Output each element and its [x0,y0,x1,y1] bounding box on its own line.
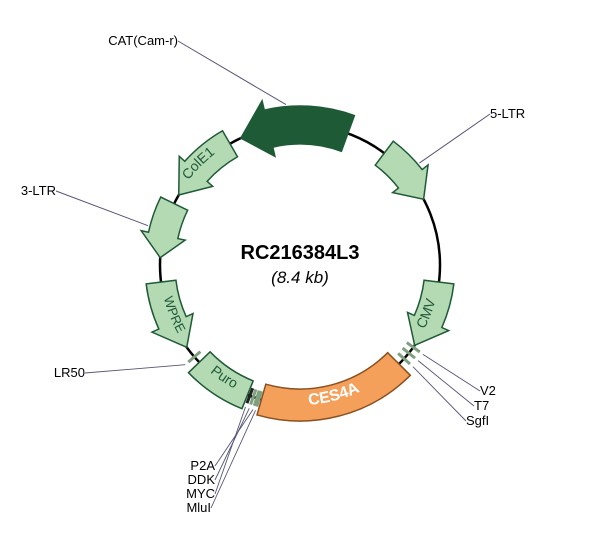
tick-label-sgfI: SgfI [466,413,489,428]
feature-label-cat: CAT(Cam-r) [108,33,178,48]
leader-cat [178,41,286,105]
plasmid-map: CMVCES4APuroWPREColE15-LTR3-LTRCAT(Cam-r… [0,0,600,535]
tick-label-lr50: LR50 [54,365,85,380]
tick-label-myc: MYC [186,486,215,501]
leader-5ltr [419,114,490,163]
plasmid-name: RC216384L3 [241,242,360,264]
tick-leader-mluI [211,410,256,508]
plasmid-size: (8.4 kb) [271,268,329,287]
tick-leader-sgfI [413,367,466,421]
feature-label-5ltr: 5-LTR [490,106,525,121]
feature-5ltr [375,141,428,199]
tick-label-mluI: MluI [186,500,211,515]
feature-label-3ltr: 3-LTR [21,183,56,198]
feature-cat [241,101,355,157]
leader-3ltr [56,191,148,226]
tick-leader-lr50 [85,365,185,373]
tick-leader-t7 [418,361,474,406]
feature-ces4a [257,353,410,421]
tick-label-ddk: DDK [188,472,216,487]
tick-label-t7: T7 [474,398,489,413]
tick-label-v2: V2 [480,383,496,398]
tick-leader-myc [215,407,246,494]
feature-3ltr [141,197,187,258]
tick-label-p2a: P2A [190,458,215,473]
